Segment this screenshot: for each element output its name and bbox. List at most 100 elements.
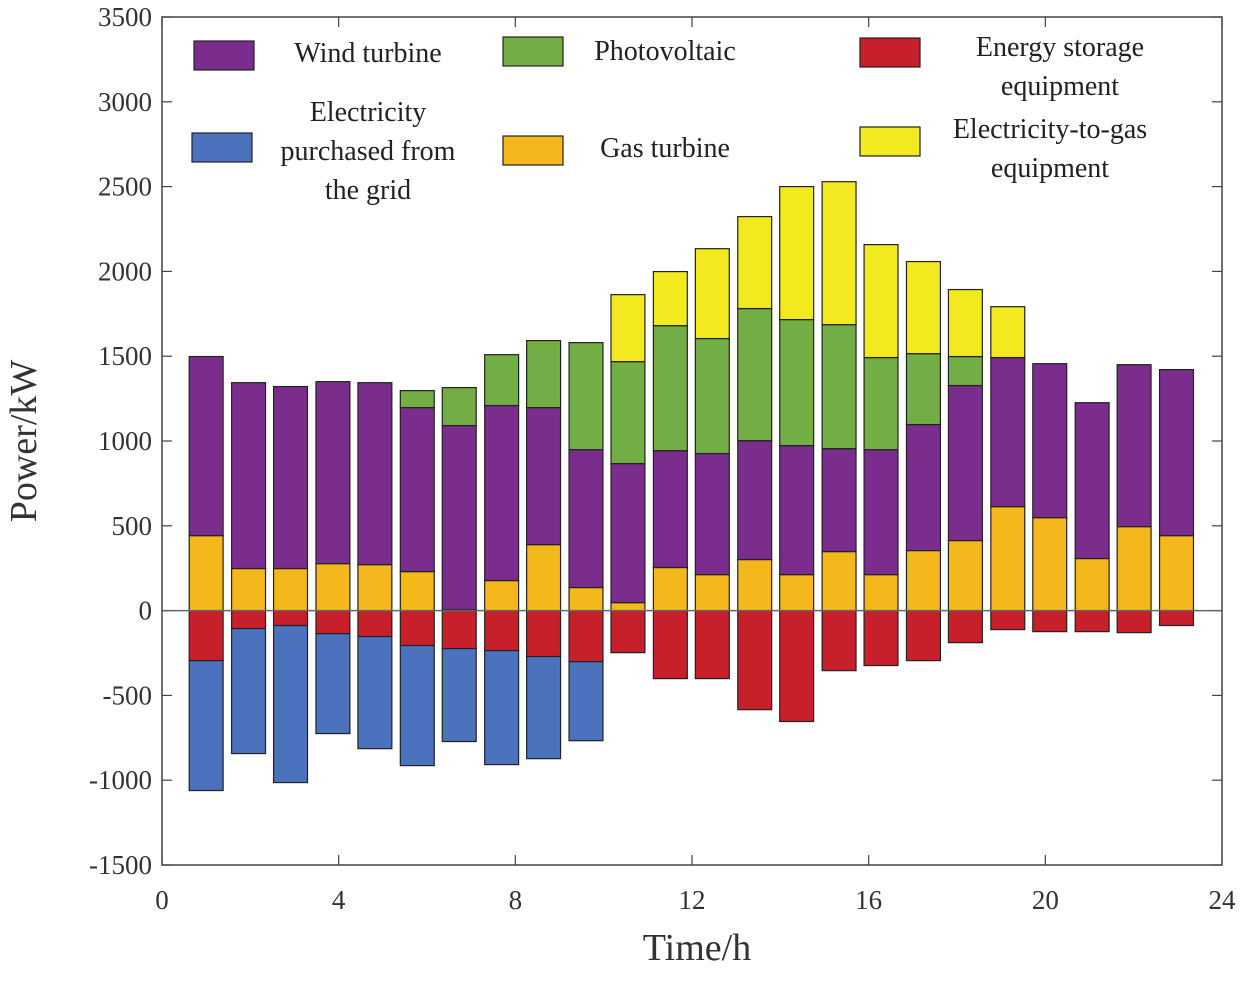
x-tick-label: 12: [679, 885, 706, 915]
y-tick-label: 1500: [98, 341, 152, 371]
y-tick-label: 3500: [98, 2, 152, 32]
bar-segment: [231, 382, 267, 570]
bar-segment: [947, 384, 983, 542]
bar-segment: [568, 586, 604, 612]
y-tick-label: -1500: [89, 850, 152, 880]
x-tick-label: 20: [1032, 885, 1059, 915]
bar-segment: [863, 244, 899, 359]
bar-segment: [1158, 368, 1195, 537]
legend-label: Photovoltaic: [594, 36, 736, 67]
bar-segment: [905, 549, 941, 612]
bar-segment: [990, 306, 1026, 359]
bar-segment: [441, 386, 477, 427]
bar-segment: [1074, 609, 1110, 633]
bar-segment: [737, 216, 773, 310]
bar-segment: [441, 647, 477, 743]
bar-segment: [1116, 526, 1152, 612]
bar-segment: [568, 661, 604, 742]
bar-segment: [947, 609, 983, 644]
legend-swatch: [502, 36, 564, 67]
bar-segment: [231, 627, 267, 755]
bar-segment: [484, 579, 520, 612]
bar-segment: [905, 609, 941, 662]
bar-segment: [863, 356, 899, 451]
legend-label: Electricity purchased from the grid: [280, 97, 456, 206]
x-tick-label: 4: [332, 885, 346, 915]
bar-segment: [568, 609, 604, 663]
bar-segment: [315, 633, 351, 735]
bar-segment: [315, 381, 351, 565]
bar-segment: [737, 558, 773, 612]
bar-segment: [863, 609, 899, 667]
bar-segment: [737, 609, 773, 711]
bar-segment: [1032, 609, 1068, 633]
bar-segment: [821, 324, 857, 450]
y-tick-label: 1000: [98, 426, 152, 456]
bar-segment: [694, 574, 730, 612]
bar-segment: [652, 270, 688, 327]
bar-segment: [990, 609, 1026, 631]
y-tick-label: -1000: [89, 765, 152, 795]
bar-segment: [357, 635, 393, 750]
bar-segment: [272, 385, 309, 570]
legend-label: Gas turbine: [600, 133, 730, 164]
bar-segment: [694, 609, 730, 680]
bar-segment: [694, 337, 730, 455]
bar-segment: [315, 563, 351, 612]
bar-segment: [821, 448, 857, 553]
bar-segment: [990, 356, 1026, 508]
y-tick-label: 2000: [98, 256, 152, 286]
bar-segment: [441, 424, 477, 611]
bar-segment: [1116, 364, 1152, 528]
bar-segment: [652, 450, 688, 569]
bar-segment: [737, 440, 773, 561]
y-tick-label: 500: [112, 511, 153, 541]
bar-segment: [526, 339, 562, 409]
bar-segment: [1116, 609, 1152, 634]
bar-segment: [315, 609, 351, 635]
bar-segment: [821, 609, 857, 672]
bar-segment: [821, 181, 857, 326]
bar-segment: [568, 342, 604, 451]
legend-label: Electricity-to-gas equipment: [952, 114, 1148, 184]
bar-segment: [441, 609, 477, 650]
bar-segment: [357, 564, 393, 612]
bar-segment: [399, 406, 435, 573]
bar-segment: [652, 609, 688, 680]
y-tick-label: -500: [103, 680, 153, 710]
bar-segment: [947, 539, 983, 612]
bar-segment: [484, 650, 520, 766]
bar-segment: [399, 390, 435, 409]
bar-segment: [1032, 363, 1068, 519]
bar-segment: [357, 609, 393, 638]
bar-segment: [779, 444, 815, 576]
bar-segment: [1032, 517, 1068, 612]
x-axis-title: Time/h: [643, 927, 751, 969]
bar-segment: [568, 449, 604, 589]
bar-segment: [1074, 402, 1110, 560]
bar-segment: [652, 566, 688, 612]
bar-segment: [947, 288, 983, 358]
bar-segment: [737, 307, 773, 442]
bar-segment: [272, 567, 309, 612]
bar-segment: [526, 544, 562, 612]
legend-swatch: [191, 132, 253, 163]
bar-segment: [484, 404, 520, 582]
bar-segment: [694, 452, 730, 576]
x-tick-label: 16: [855, 885, 882, 915]
x-tick-label: 24: [1209, 885, 1237, 915]
bar-segment: [526, 406, 562, 546]
x-tick-label: 8: [509, 885, 523, 915]
bar-segment: [526, 655, 562, 760]
bar-segment: [610, 462, 646, 604]
bar-segment: [1158, 609, 1195, 627]
bar-segment: [399, 570, 435, 612]
bar-segment: [272, 624, 309, 784]
bar-segment: [188, 660, 224, 792]
bar-segment: [188, 535, 224, 612]
bar-segment: [990, 506, 1026, 612]
bar-segment: [484, 354, 520, 407]
plot-frame: [161, 16, 1223, 866]
